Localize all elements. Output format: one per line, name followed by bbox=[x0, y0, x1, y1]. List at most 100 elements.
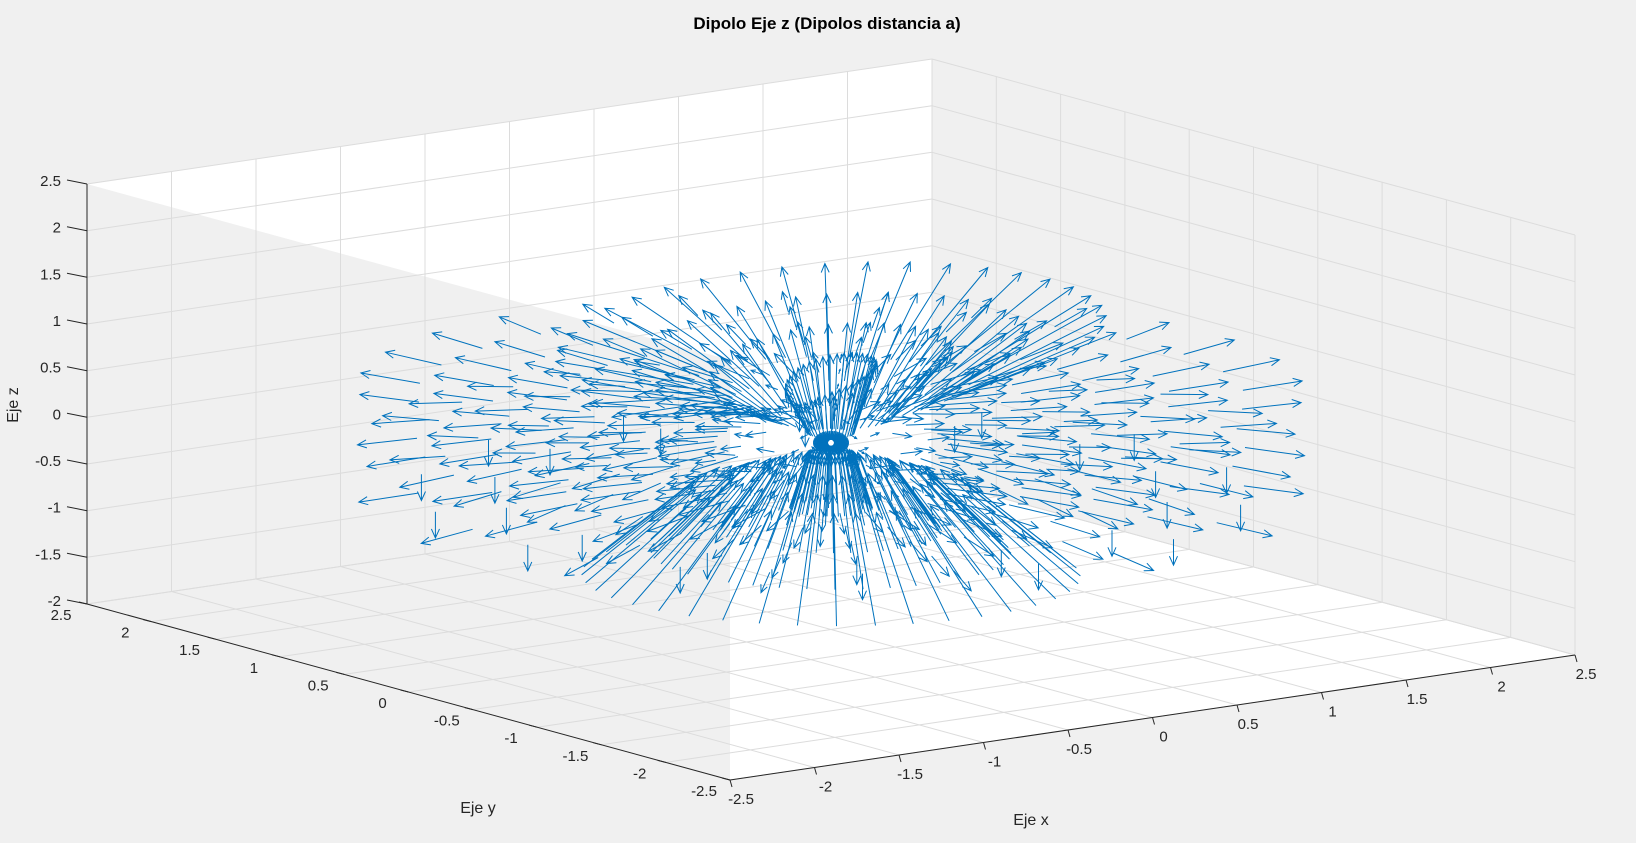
field-arrow bbox=[563, 557, 599, 577]
x-tick bbox=[1152, 717, 1155, 725]
field-arrow bbox=[993, 360, 1046, 378]
field-arrow bbox=[548, 514, 602, 532]
field-arrow bbox=[758, 511, 794, 624]
field-arrow bbox=[771, 557, 782, 579]
y-tick-label: 1 bbox=[250, 660, 258, 677]
z-tick bbox=[66, 412, 88, 418]
field-arrow bbox=[752, 491, 789, 586]
field-arrow bbox=[931, 426, 964, 436]
field-arrow bbox=[873, 479, 881, 485]
field-arrow bbox=[760, 572, 771, 594]
field-arrow bbox=[891, 345, 955, 418]
field-arrow bbox=[581, 482, 643, 493]
field-arrow bbox=[682, 489, 711, 509]
field-arrow bbox=[772, 478, 782, 484]
field-arrow bbox=[585, 489, 697, 584]
field-arrow bbox=[847, 375, 867, 437]
field-arrow bbox=[672, 406, 753, 422]
field-arrow bbox=[849, 260, 871, 357]
field-arrow bbox=[637, 411, 685, 421]
field-arrow bbox=[769, 416, 792, 424]
field-arrow bbox=[1062, 541, 1105, 560]
field-arrow bbox=[1168, 379, 1230, 392]
z-tick bbox=[66, 179, 88, 185]
y-tick bbox=[143, 619, 152, 623]
grid-line bbox=[931, 198, 1576, 376]
field-arrow bbox=[1014, 320, 1048, 340]
field-arrow bbox=[1093, 498, 1154, 513]
field-arrow bbox=[744, 430, 767, 438]
field-arrow bbox=[672, 428, 727, 438]
x-tick-label: 0.5 bbox=[1238, 716, 1259, 733]
field-arrow bbox=[845, 493, 864, 590]
field-arrow bbox=[966, 304, 1103, 381]
y-tick-label: -2.5 bbox=[691, 783, 717, 800]
field-arrow bbox=[825, 353, 835, 429]
field-arrow bbox=[553, 416, 605, 426]
x-tick bbox=[1236, 704, 1240, 713]
field-arrow bbox=[1034, 478, 1082, 496]
field-arrow bbox=[828, 493, 838, 590]
field-arrow bbox=[590, 499, 649, 514]
z-tick bbox=[66, 272, 88, 278]
field-arrow bbox=[870, 353, 892, 375]
field-arrow bbox=[947, 382, 1008, 395]
field-arrow bbox=[654, 386, 715, 399]
field-arrow bbox=[749, 463, 779, 483]
field-arrow bbox=[1112, 552, 1155, 572]
field-arrow bbox=[489, 423, 542, 433]
y-tick-label: -2 bbox=[633, 765, 646, 782]
field-arrow bbox=[996, 550, 1006, 578]
field-arrow bbox=[953, 570, 973, 592]
field-arrow bbox=[782, 542, 793, 565]
field-arrow bbox=[890, 262, 952, 360]
field-arrow bbox=[580, 401, 628, 411]
field-arrow bbox=[833, 413, 836, 420]
field-arrow bbox=[988, 511, 1040, 530]
grid-line bbox=[86, 198, 933, 325]
field-arrow bbox=[964, 420, 1008, 430]
field-arrow bbox=[892, 402, 903, 408]
field-arrow bbox=[852, 558, 862, 586]
field-arrow bbox=[1048, 385, 1089, 395]
field-arrow bbox=[1091, 488, 1139, 506]
field-arrow bbox=[694, 458, 716, 466]
field-arrow bbox=[432, 390, 494, 402]
field-arrow bbox=[681, 365, 733, 384]
field-arrow bbox=[1054, 307, 1088, 328]
field-arrow bbox=[933, 345, 968, 365]
field-arrow bbox=[909, 266, 989, 363]
field-arrow bbox=[833, 387, 843, 439]
y-tick-label: 0.5 bbox=[308, 677, 329, 694]
field-arrow bbox=[829, 512, 839, 627]
field-arrow bbox=[892, 431, 913, 439]
field-arrow bbox=[791, 452, 812, 511]
field-arrow bbox=[614, 449, 648, 459]
field-arrow bbox=[899, 298, 970, 388]
field-arrow bbox=[873, 462, 897, 470]
field-arrow bbox=[734, 412, 768, 422]
field-arrow bbox=[831, 455, 841, 517]
field-arrow bbox=[843, 291, 861, 381]
field-arrow bbox=[778, 492, 805, 588]
field-arrow bbox=[653, 441, 715, 452]
grid-line bbox=[931, 431, 1576, 609]
field-arrow bbox=[491, 448, 536, 458]
field-arrow bbox=[722, 509, 772, 621]
field-arrow bbox=[796, 320, 805, 343]
field-arrow bbox=[790, 449, 800, 454]
field-arrow bbox=[679, 401, 732, 411]
field-arrow bbox=[1068, 442, 1112, 452]
field-arrow bbox=[946, 493, 1007, 508]
field-arrow bbox=[642, 389, 738, 408]
field-arrow bbox=[859, 447, 870, 452]
field-arrow bbox=[883, 495, 897, 517]
field-arrow bbox=[737, 355, 771, 376]
field-arrow bbox=[848, 462, 859, 467]
field-arrow bbox=[1147, 516, 1204, 533]
z-tick bbox=[66, 552, 88, 558]
field-arrow bbox=[1243, 485, 1305, 498]
field-arrow bbox=[818, 511, 826, 533]
field-arrow bbox=[920, 458, 968, 476]
field-arrow bbox=[508, 479, 569, 490]
